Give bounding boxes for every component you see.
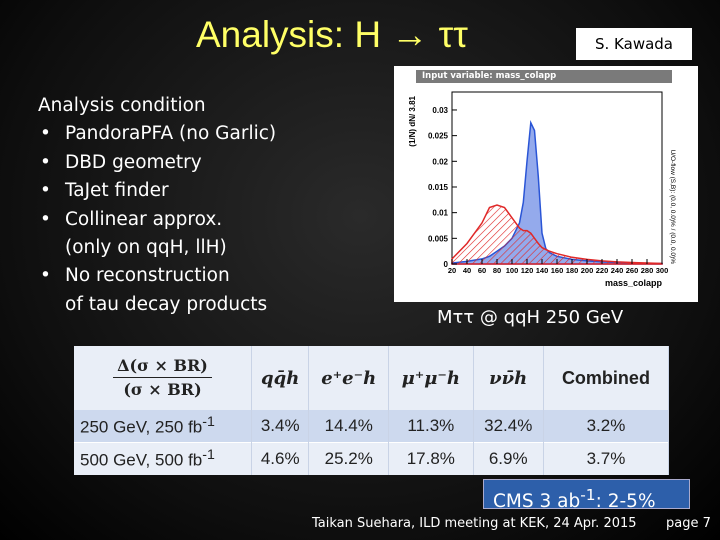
list-item: DBD geometry — [38, 149, 276, 178]
list-item: Collinear approx.(only on qqH, llH) — [38, 206, 276, 263]
header-fraction: Δ(σ × BR) (σ × BR) — [74, 346, 252, 410]
col-header-mumuh: μ⁺μ⁻h — [388, 346, 474, 410]
page-number: page 7 — [666, 516, 711, 531]
table-cell: 32.4% — [473, 410, 544, 443]
x-tick-label: 160 — [551, 266, 564, 275]
x-axis-label: mass_colapp — [605, 278, 663, 288]
x-tick-label: 180 — [566, 266, 579, 275]
x-tick-label: 120 — [521, 266, 534, 275]
x-tick-label: 280 — [641, 266, 654, 275]
row-label: 250 GeV, 250 fb-1 — [74, 410, 252, 443]
list-item: PandoraPFA (no Garlic) — [38, 120, 276, 149]
analysis-conditions: Analysis condition PandoraPFA (no Garlic… — [38, 92, 276, 319]
col-header-nunuh: νν̄h — [473, 346, 544, 410]
y-tick-label: 0.025 — [428, 132, 449, 141]
x-tick-label: 240 — [611, 266, 624, 275]
conditions-heading: Analysis condition — [38, 95, 206, 116]
x-tick-label: 140 — [536, 266, 549, 275]
footer-text: Taikan Suehara, ILD meeting at KEK, 24 A… — [312, 516, 637, 531]
y-tick-label: 0.03 — [432, 106, 448, 115]
author-box: S. Kawada — [576, 28, 692, 60]
y-tick-label: 0.02 — [432, 157, 448, 166]
table-cell: 6.9% — [473, 442, 544, 475]
x-tick-label: 20 — [448, 266, 456, 275]
list-item: TaJet finder — [38, 177, 276, 206]
plot-caption: Mττ @ qqH 250 GeV — [437, 307, 624, 328]
table-cell: 11.3% — [388, 410, 474, 443]
x-tick-label: 220 — [596, 266, 609, 275]
x-tick-label: 100 — [506, 266, 519, 275]
results-table: Δ(σ × BR) (σ × BR) qq̄h e⁺e⁻h μ⁺μ⁻h νν̄h … — [74, 346, 670, 475]
x-tick-label: 300 — [656, 266, 669, 275]
precision-table: Δ(σ × BR) (σ × BR) qq̄h e⁺e⁻h μ⁺μ⁻h νν̄h … — [74, 346, 670, 475]
mass-colapp-plot: Input variable: mass_colapp 0 0.005 0.01 0.… — [394, 66, 698, 302]
y-axis-label: (1/N) dN/ 3.81 — [408, 95, 417, 146]
conditions-list: PandoraPFA (no Garlic) DBD geometry TaJe… — [38, 120, 276, 319]
x-tick-label: 200 — [581, 266, 594, 275]
series-background — [451, 204, 663, 265]
x-tick-label: 80 — [493, 266, 501, 275]
plot-title: Input variable: mass_colapp — [416, 70, 672, 83]
y-tick-label: 0.005 — [428, 234, 449, 243]
table-cell: 3.2% — [543, 410, 670, 443]
col-header-qqh: qq̄h — [251, 346, 310, 410]
col-header-eeh: e⁺e⁻h — [308, 346, 390, 410]
table-row: 500 GeV, 500 fb-1 4.6% 25.2% 17.8% 6.9% … — [74, 442, 670, 475]
table-cell: 3.4% — [251, 410, 310, 443]
table-cell: 25.2% — [308, 442, 390, 475]
x-tick-label: 60 — [478, 266, 486, 275]
table-cell: 4.6% — [251, 442, 310, 475]
row-label: 500 GeV, 500 fb-1 — [74, 442, 252, 475]
y-tick-label: 0 — [444, 260, 449, 269]
slide-title: Analysis: H → ττ — [196, 14, 468, 55]
table-header-row: Δ(σ × BR) (σ × BR) qq̄h e⁺e⁻h μ⁺μ⁻h νν̄h … — [74, 346, 670, 410]
table-row: 250 GeV, 250 fb-1 3.4% 14.4% 11.3% 32.4%… — [74, 410, 670, 443]
table-cell: 14.4% — [308, 410, 390, 443]
y-tick-label: 0.015 — [428, 183, 449, 192]
summary-box: CMS 3 ab-1: 2-5% — [483, 479, 690, 512]
col-header-combined: Combined — [543, 346, 670, 410]
x-tick-label: 40 — [463, 266, 471, 275]
table-cell: 17.8% — [388, 442, 474, 475]
overflow-label: U/O-flow (S,B): (0.0, 0.0)% / (0.0, 0.0)… — [669, 149, 676, 264]
y-tick-label: 0.01 — [432, 209, 448, 218]
x-tick-label: 260 — [626, 266, 639, 275]
table-cell: 3.7% — [543, 442, 670, 475]
